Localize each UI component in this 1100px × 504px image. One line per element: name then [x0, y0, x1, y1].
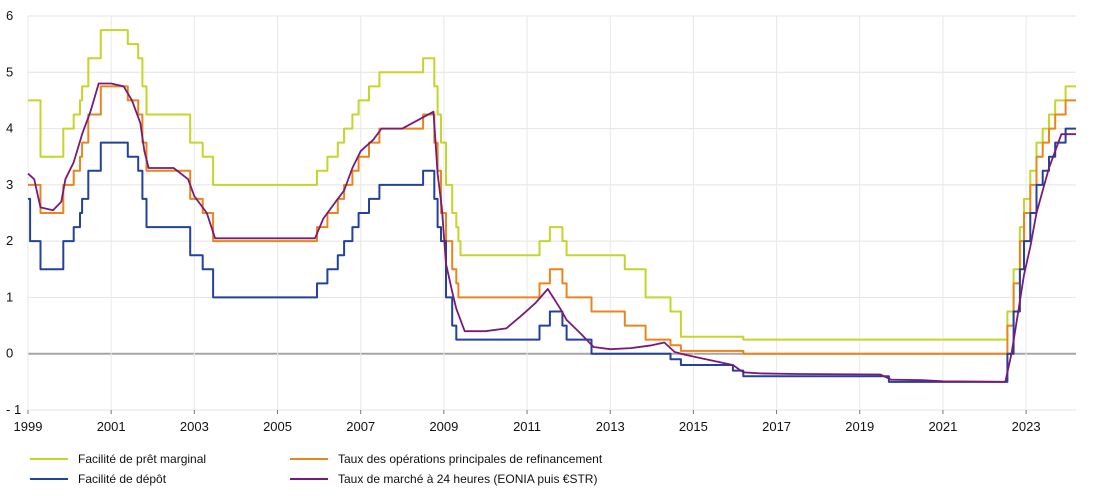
- series-line-overnight-rate: [27, 82, 1076, 383]
- legend-swatch-main-refinancing: [290, 458, 328, 460]
- legend-swatch-marginal-lending: [30, 458, 68, 460]
- rates-chart: - 1 0 1 2 3 4 5 6 1999 2001 2003 2005 2007 2009 2011 20…: [6, 8, 1076, 434]
- x-tick-label: 2011: [513, 419, 541, 434]
- grid: [27, 15, 1076, 414]
- y-tick-label: 0: [6, 346, 13, 361]
- x-tick-label: 2017: [762, 419, 791, 434]
- legend-swatch-deposit-facility: [30, 478, 68, 480]
- x-tick-label: 2001: [97, 419, 126, 434]
- legend: Facilité de prêt marginal Taux des opéra…: [0, 446, 1100, 504]
- series-line-marginal-lending: [28, 29, 1076, 341]
- legend-swatch-overnight-rate: [290, 478, 328, 480]
- y-tick-label: 5: [6, 64, 13, 79]
- y-tick-label: - 1: [6, 402, 21, 417]
- x-tick-label: 2007: [346, 419, 375, 434]
- legend-item-main-refinancing: Taux des opérations principales de refin…: [290, 452, 602, 466]
- x-tick-label: 2015: [679, 419, 708, 434]
- x-tick-label: 2023: [1012, 419, 1041, 434]
- series-line-deposit-facility: [28, 127, 1076, 383]
- legend-item-deposit-facility: Facilité de dépôt: [30, 472, 166, 486]
- series-layer: [27, 29, 1076, 383]
- y-tick-label: 2: [6, 233, 13, 248]
- x-tick-label: 2021: [928, 419, 957, 434]
- legend-label-main-refinancing: Taux des opérations principales de refin…: [338, 452, 603, 466]
- y-tick-label: 4: [6, 121, 13, 136]
- legend-item-overnight-rate: Taux de marché à 24 heures (EONIA puis €…: [290, 472, 597, 486]
- x-tick-label: 1999: [14, 419, 43, 434]
- legend-label-deposit-facility: Facilité de dépôt: [78, 472, 167, 486]
- x-tick-label: 2009: [429, 419, 458, 434]
- legend-label-marginal-lending: Facilité de prêt marginal: [78, 452, 207, 466]
- legend-item-marginal-lending: Facilité de prêt marginal: [30, 452, 206, 466]
- legend-label-overnight-rate: Taux de marché à 24 heures (EONIA puis €…: [338, 472, 598, 486]
- x-tick-label: 2003: [180, 419, 209, 434]
- x-tick-label: 2005: [263, 419, 292, 434]
- x-tick-label: 2013: [596, 419, 625, 434]
- y-tick-label: 3: [6, 177, 13, 192]
- axis-labels: - 1 0 1 2 3 4 5 6 1999 2001 2003 2005 2007 2009 2011 20…: [6, 8, 1041, 434]
- series-line-main-refinancing: [28, 85, 1076, 355]
- x-tick-label: 2019: [845, 419, 874, 434]
- y-tick-label: 1: [6, 289, 13, 304]
- y-tick-label: 6: [6, 8, 13, 23]
